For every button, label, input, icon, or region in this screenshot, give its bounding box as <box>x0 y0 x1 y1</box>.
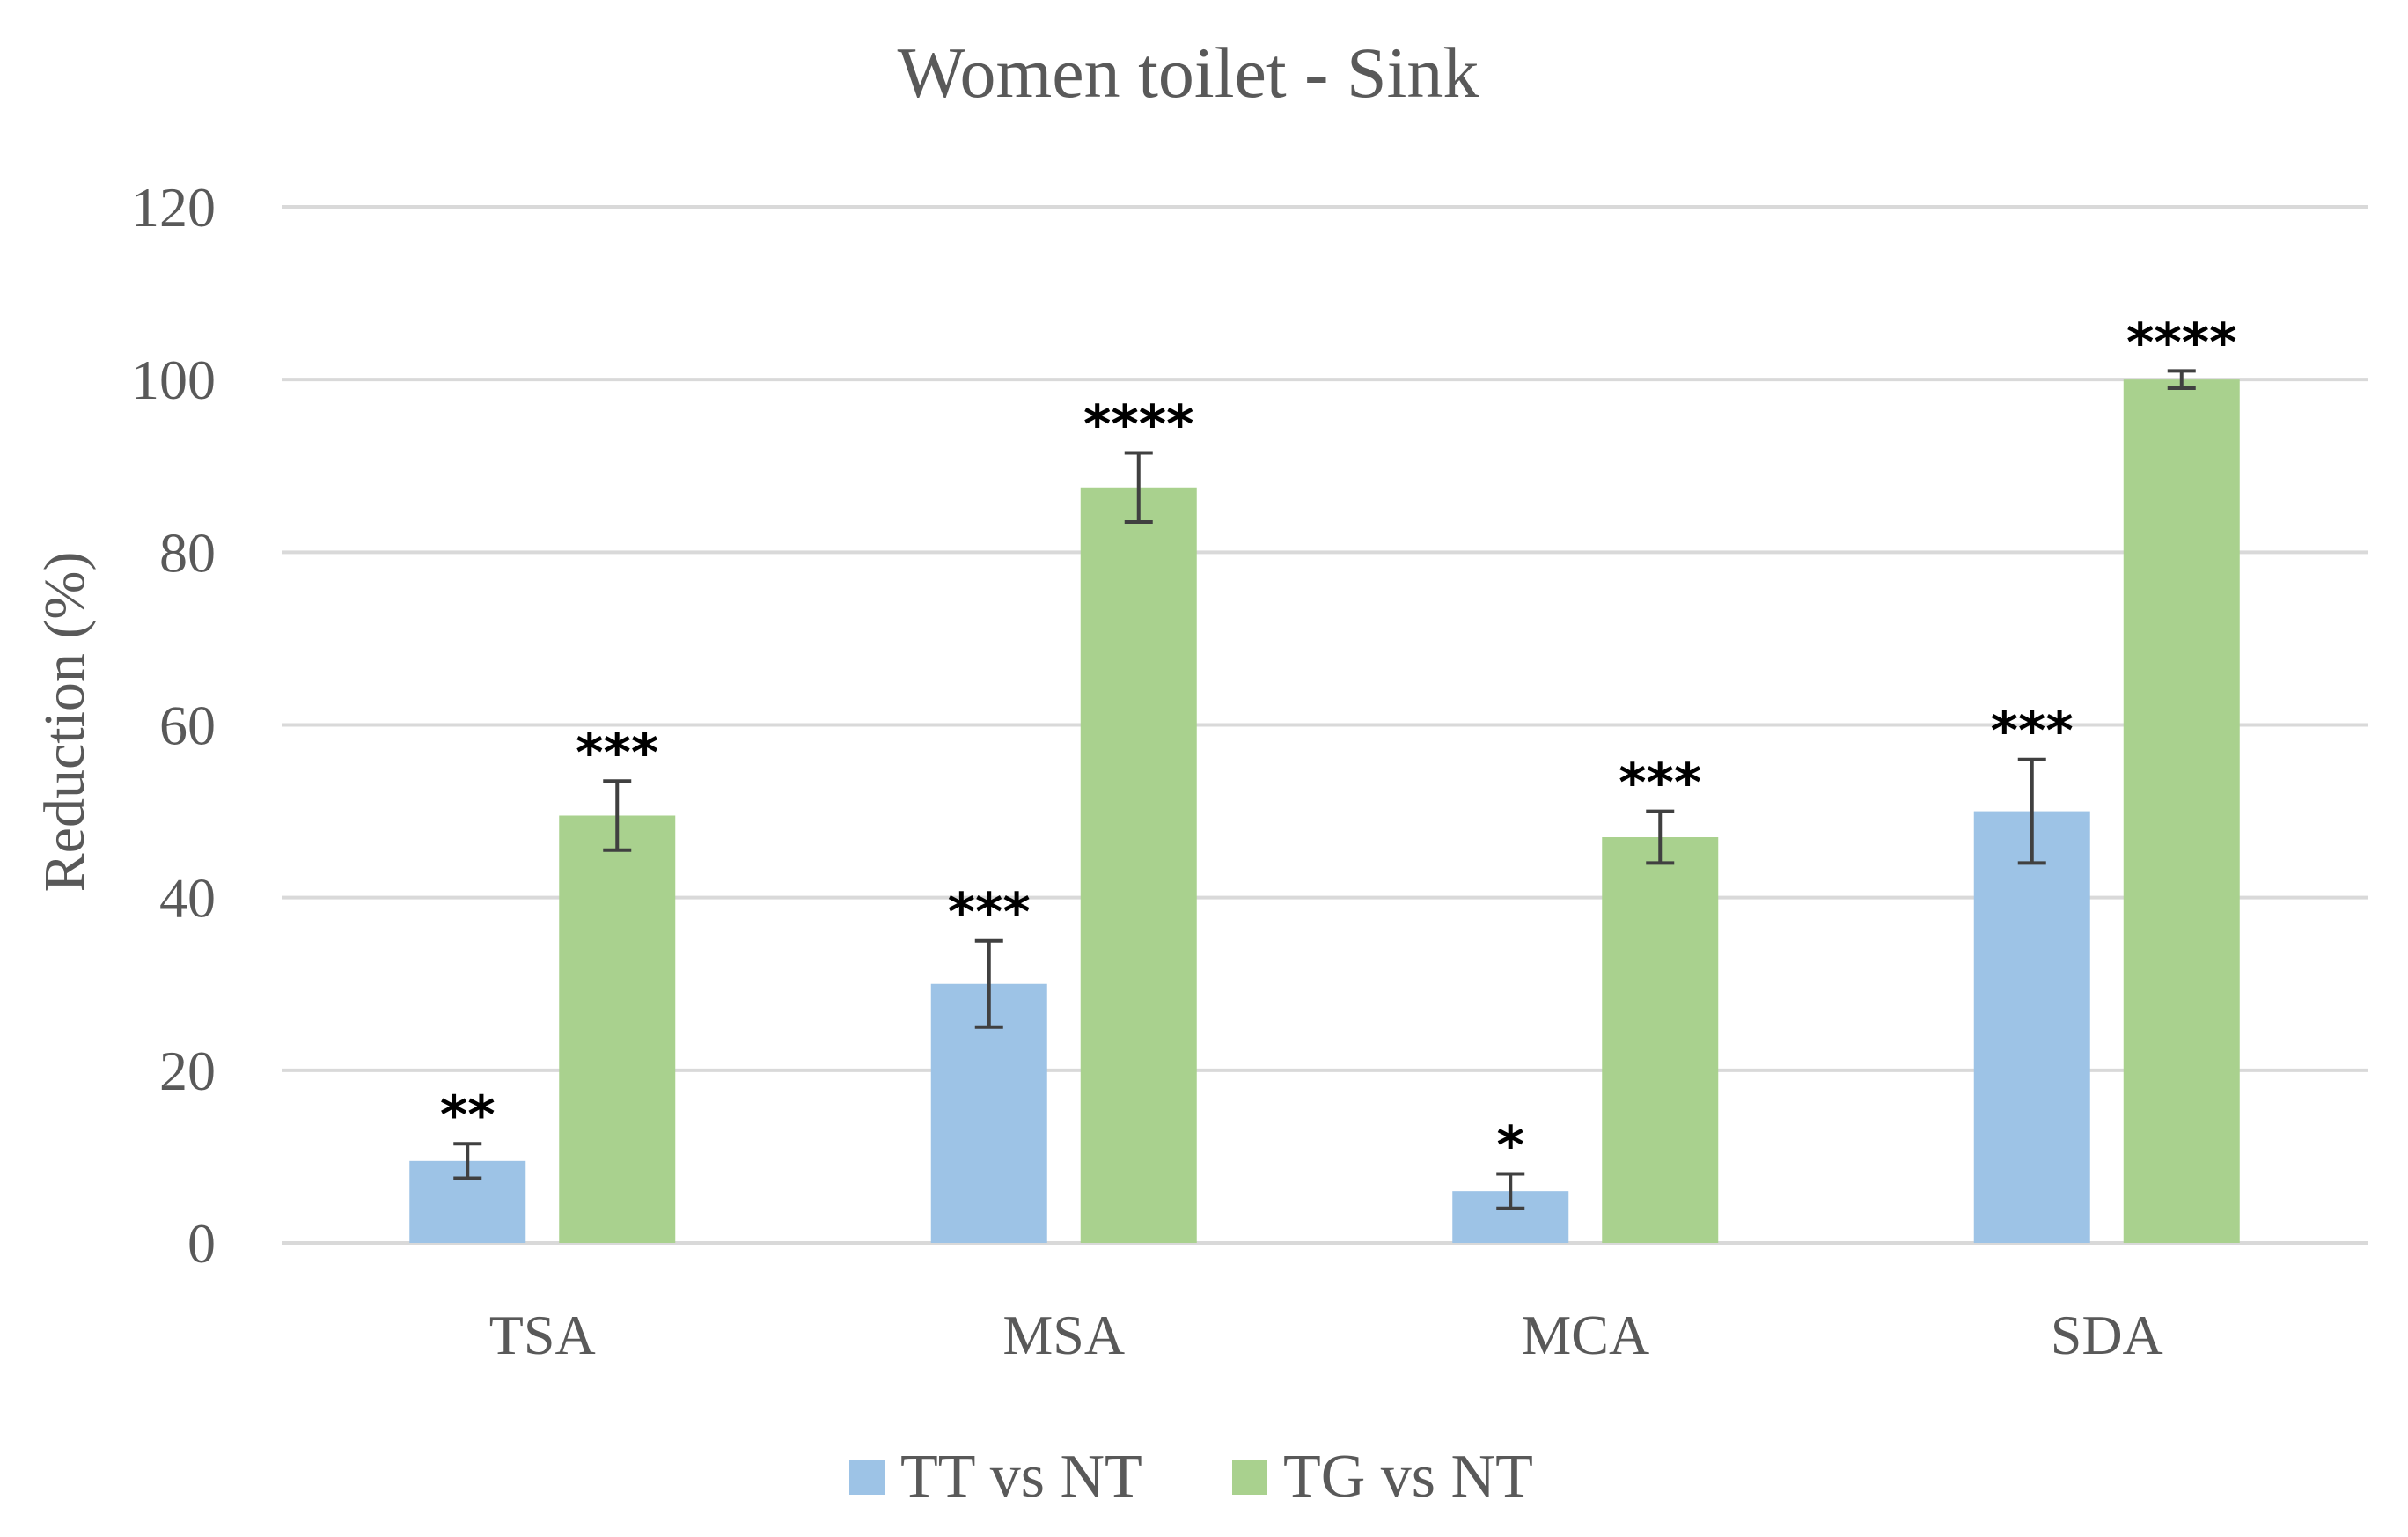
y-tick-label: 40 <box>159 867 216 930</box>
significance-label: * <box>1497 1115 1524 1177</box>
y-axis-label: Reduction (%) <box>33 552 97 893</box>
significance-label: *** <box>1619 753 1701 814</box>
x-tick-label: MSA <box>1002 1304 1125 1366</box>
significance-label: *** <box>1991 701 2074 762</box>
x-tick-label: SDA <box>2051 1304 2163 1366</box>
x-tick-label: TSA <box>489 1304 596 1366</box>
y-tick-label: 120 <box>131 176 216 239</box>
legend: TT vs NT TG vs NT <box>849 1443 1533 1511</box>
legend-swatch <box>849 1460 885 1495</box>
bar <box>1080 487 1197 1243</box>
y-tick-label: 80 <box>159 521 216 584</box>
y-tick-label: 60 <box>159 695 216 757</box>
chart-title: Women toilet - Sink <box>898 33 1479 113</box>
legend-swatch <box>1232 1460 1267 1495</box>
significance-label: **** <box>2126 312 2237 373</box>
bar <box>559 815 676 1243</box>
y-tick-label: 0 <box>187 1212 216 1275</box>
significance-label: ** <box>440 1085 496 1146</box>
y-tick-label: 100 <box>131 349 216 411</box>
y-tick-label: 20 <box>159 1040 216 1102</box>
x-tick-label: MCA <box>1521 1304 1649 1366</box>
bar <box>2123 379 2240 1244</box>
bar <box>1602 837 1719 1243</box>
significance-label: **** <box>1083 394 1194 456</box>
legend-label: TT vs NT <box>900 1443 1142 1511</box>
bar <box>1973 811 2090 1243</box>
significance-label: *** <box>576 722 658 783</box>
legend-label: TG vs NT <box>1283 1443 1533 1511</box>
significance-label: *** <box>948 882 1031 944</box>
